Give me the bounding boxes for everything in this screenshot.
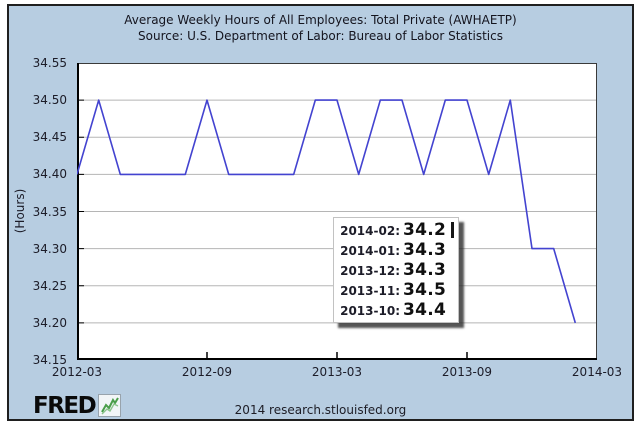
tooltip-value: 34.3 — [403, 240, 447, 260]
x-tick-label: 2012-09 — [181, 365, 233, 379]
y-tick-label: 34.20 — [32, 315, 67, 330]
tooltip-date: 2014-02: — [340, 224, 400, 238]
fred-logo[interactable]: FRED — [33, 392, 122, 419]
tooltip-date: 2013-10: — [340, 304, 400, 318]
y-tick-label: 34.25 — [32, 278, 67, 293]
y-tick-label: 34.40 — [32, 167, 67, 182]
chart-title-block: Average Weekly Hours of All Employees: T… — [9, 13, 632, 44]
tooltip-value: 34.4 — [403, 300, 447, 320]
tooltip-value: 34.3 — [403, 260, 447, 280]
y-tick-label: 34.30 — [32, 241, 67, 256]
footer-credit: 2014 research.stlouisfed.org — [234, 403, 407, 417]
tooltip-row: 2013-10: 34.4 — [340, 300, 458, 320]
chart-title: Average Weekly Hours of All Employees: T… — [124, 13, 517, 27]
x-tick-label: 2012-03 — [51, 365, 103, 379]
sparkline-icon — [98, 394, 122, 417]
tooltip-row: 2014-02: 34.2 — [340, 220, 458, 240]
x-tick-label: 2014-03 — [571, 365, 623, 379]
y-tick-label: 34.50 — [32, 93, 67, 108]
tooltip-value: 34.2 — [403, 220, 447, 240]
y-tick-label: 34.15 — [32, 353, 67, 367]
fred-chart-frame: Average Weekly Hours of All Employees: T… — [7, 4, 634, 421]
y-tick-label: 34.35 — [32, 204, 67, 219]
chart-source-line: Source: U.S. Department of Labor: Bureau… — [138, 28, 503, 43]
y-tick-label: 34.55 — [32, 56, 67, 70]
text-cursor-ibeam — [451, 222, 454, 238]
data-line-series — [77, 99, 577, 324]
x-tick-label: 2013-03 — [311, 365, 363, 379]
tooltip-row: 2014-01: 34.3 — [340, 240, 458, 260]
fred-logo-text: FRED — [33, 392, 97, 419]
tooltip-date: 2013-12: — [340, 264, 400, 278]
tooltip-row: 2013-11: 34.5 — [340, 280, 458, 300]
x-tick-label: 2013-09 — [441, 365, 493, 379]
hover-tooltip: 2014-02: 34.2 2014-01: 34.3 2013-12: 34.3 2013… — [333, 217, 459, 323]
y-tick-label: 34.45 — [32, 130, 67, 145]
tooltip-date: 2013-11: — [340, 284, 400, 298]
tooltip-date: 2014-01: — [340, 244, 400, 258]
tooltip-value: 34.5 — [403, 280, 447, 300]
tooltip-row: 2013-12: 34.3 — [340, 260, 458, 280]
